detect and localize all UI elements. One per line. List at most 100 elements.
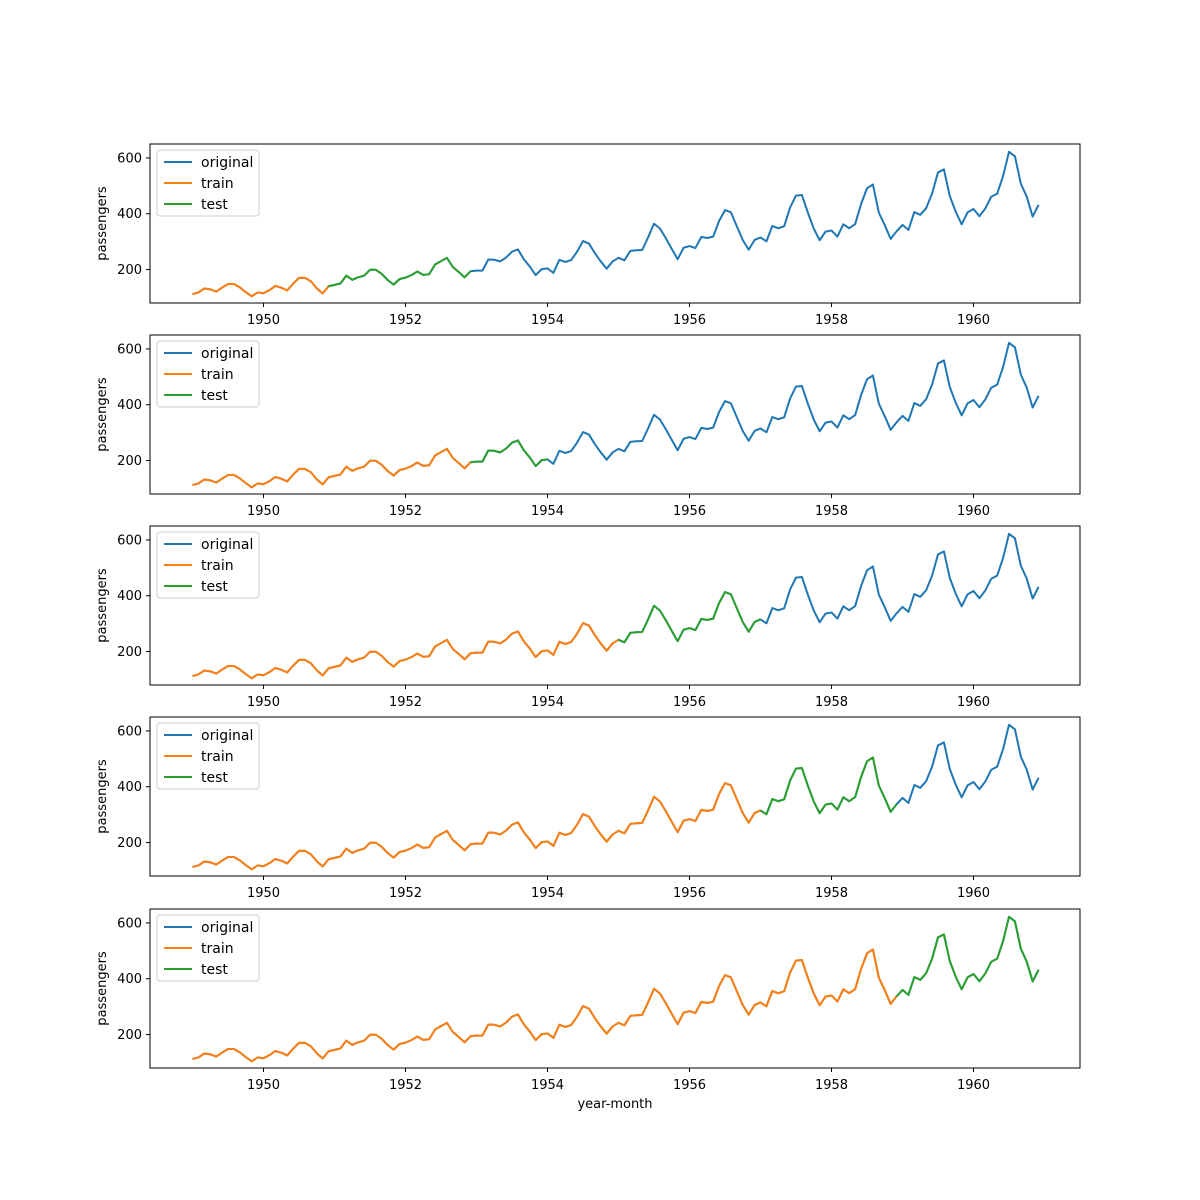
y-axis-label: passengers — [95, 951, 110, 1026]
subplot-1: 200 400 600 1950 1952 1954 1956 1958 1960 passeng… — [95, 143, 1081, 328]
plot-area — [149, 143, 1081, 304]
x-tick-label: 1954 — [531, 1078, 564, 1093]
x-tick-label: 1958 — [815, 695, 848, 710]
legend-label-original: original — [201, 920, 253, 936]
x-tick-label: 1952 — [389, 504, 422, 519]
x-tick-label: 1952 — [389, 313, 422, 328]
legend-box — [156, 914, 260, 982]
y-tick-label: 400 — [117, 207, 142, 222]
y-tick-label: 600 — [117, 724, 142, 739]
x-tick-label: 1954 — [531, 695, 564, 710]
series-lines — [192, 341, 1040, 489]
x-tick-label: 1956 — [673, 1078, 706, 1093]
legend: original train test — [156, 914, 260, 982]
y-axis-label: passengers — [95, 568, 110, 643]
y-tick-label: 200 — [117, 645, 142, 660]
legend-box — [156, 340, 260, 408]
plot-area — [149, 908, 1081, 1069]
series-line-test — [328, 256, 472, 288]
x-tick-label: 1956 — [673, 695, 706, 710]
x-tick-label: 1958 — [815, 1078, 848, 1093]
legend: original train test — [156, 531, 260, 599]
y-tick-label: 200 — [117, 1028, 142, 1043]
plot-area — [149, 525, 1081, 686]
legend-label-test: test — [201, 388, 228, 404]
series-line-train — [192, 948, 898, 1063]
y-tick-label: 600 — [117, 533, 142, 548]
x-tick-label: 1958 — [815, 313, 848, 328]
plot-area — [149, 334, 1081, 495]
legend-label-test: test — [201, 962, 228, 978]
x-tick-label: 1960 — [957, 695, 990, 710]
legend-label-train: train — [201, 176, 234, 192]
legend-label-original: original — [201, 346, 253, 362]
x-tick-label: 1960 — [957, 504, 990, 519]
x-tick-label: 1950 — [247, 1078, 280, 1093]
y-tick-label: 200 — [117, 836, 142, 851]
x-tick-label: 1960 — [957, 886, 990, 901]
legend-label-original: original — [201, 728, 253, 744]
x-tick-label: 1958 — [815, 886, 848, 901]
y-tick-label: 400 — [117, 780, 142, 795]
x-tick-label: 1950 — [247, 695, 280, 710]
plot-area — [149, 716, 1081, 877]
y-tick-label: 600 — [117, 151, 142, 166]
legend-label-test: test — [201, 579, 228, 595]
y-axis-label: passengers — [95, 377, 110, 452]
legend-box — [156, 149, 260, 217]
legend-label-train: train — [201, 749, 234, 765]
series-line-train — [192, 782, 761, 871]
x-tick-label: 1952 — [389, 1078, 422, 1093]
x-axis-label: year-month — [577, 1097, 652, 1112]
y-tick-label: 200 — [117, 454, 142, 469]
legend-label-original: original — [201, 537, 253, 553]
legend: original train test — [156, 149, 260, 217]
legend-label-train: train — [201, 941, 234, 957]
x-tick-label: 1958 — [815, 504, 848, 519]
x-tick-label: 1954 — [531, 313, 564, 328]
x-tick-label: 1956 — [673, 886, 706, 901]
y-tick-label: 600 — [117, 342, 142, 357]
subplot-4: 200 400 600 1950 1952 1954 1956 1958 1960 passeng… — [95, 716, 1081, 901]
y-tick-label: 400 — [117, 398, 142, 413]
subplot-2: 200 400 600 1950 1952 1954 1956 1958 1960 passeng… — [95, 334, 1081, 519]
x-tick-label: 1950 — [247, 504, 280, 519]
x-tick-label: 1956 — [673, 504, 706, 519]
x-tick-label: 1960 — [957, 313, 990, 328]
series-line-test — [470, 439, 548, 468]
x-tick-label: 1952 — [389, 886, 422, 901]
series-line-train — [192, 276, 330, 298]
series-line-train — [192, 622, 620, 680]
legend-label-train: train — [201, 558, 234, 574]
y-tick-label: 600 — [117, 916, 142, 931]
x-tick-label: 1950 — [247, 313, 280, 328]
series-lines — [192, 723, 1040, 871]
series-line-test — [618, 591, 761, 644]
series-line-test — [895, 915, 1040, 997]
subplot-5: 200 400 600 1950 1952 1954 1956 1958 1960 passeng… — [95, 908, 1081, 1093]
series-lines — [192, 532, 1040, 680]
legend-box — [156, 531, 260, 599]
x-tick-label: 1956 — [673, 313, 706, 328]
x-tick-label: 1954 — [531, 886, 564, 901]
subplot-3: 200 400 600 1950 1952 1954 1956 1958 1960 passeng… — [95, 525, 1081, 710]
series-line-train — [192, 447, 472, 489]
y-axis-label: passengers — [95, 759, 110, 834]
legend-label-original: original — [201, 155, 253, 171]
y-axis-label: passengers — [95, 186, 110, 261]
x-tick-label: 1950 — [247, 886, 280, 901]
legend-box — [156, 722, 260, 790]
y-tick-label: 200 — [117, 263, 142, 278]
y-tick-label: 400 — [117, 972, 142, 987]
x-tick-label: 1960 — [957, 1078, 990, 1093]
series-lines — [192, 915, 1040, 1063]
y-tick-label: 400 — [117, 589, 142, 604]
legend-label-test: test — [201, 197, 228, 213]
legend-label-test: test — [201, 770, 228, 786]
series-line-test — [759, 756, 898, 816]
subplot-panels: 200 400 600 1950 1952 1954 1956 1958 1960 passeng… — [95, 143, 1081, 1093]
x-tick-label: 1954 — [531, 504, 564, 519]
series-lines — [192, 150, 1040, 298]
legend-label-train: train — [201, 367, 234, 383]
